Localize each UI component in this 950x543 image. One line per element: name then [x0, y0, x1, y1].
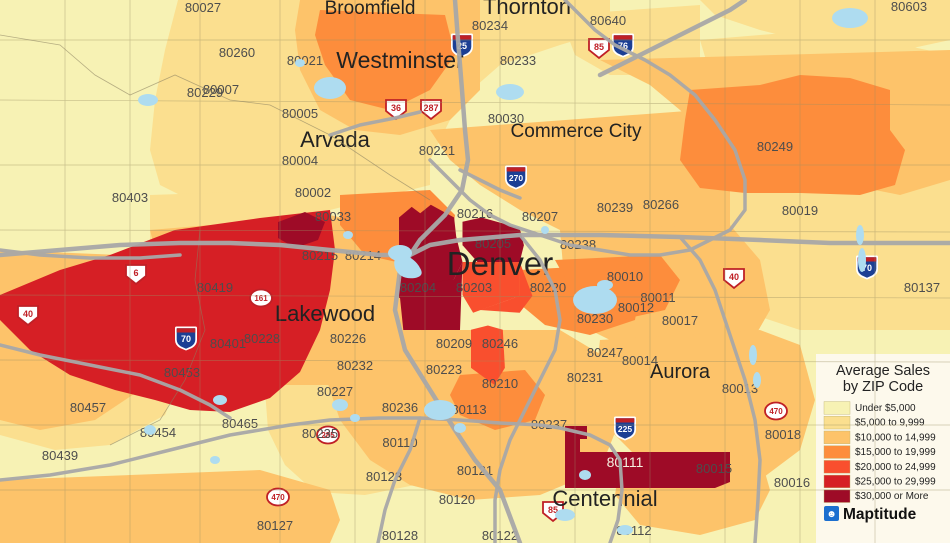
svg-text:$20,000 to 24,999: $20,000 to 24,999: [855, 462, 936, 473]
svg-text:270: 270: [509, 173, 523, 183]
svg-text:470: 470: [271, 493, 285, 502]
svg-text:Broomfield: Broomfield: [325, 0, 416, 19]
svg-text:80640: 80640: [590, 13, 626, 28]
svg-text:80419: 80419: [197, 280, 233, 295]
svg-text:80128: 80128: [382, 528, 418, 543]
svg-text:Westminster: Westminster: [336, 47, 464, 73]
svg-text:80030: 80030: [488, 111, 524, 126]
svg-text:80209: 80209: [436, 336, 472, 351]
svg-text:$5,000 to 9,999: $5,000 to 9,999: [855, 418, 925, 429]
svg-text:80137: 80137: [904, 280, 940, 295]
svg-text:80016: 80016: [774, 475, 810, 490]
svg-text:80226: 80226: [330, 331, 366, 346]
svg-text:80401: 80401: [210, 336, 246, 351]
svg-text:80223: 80223: [426, 362, 462, 377]
svg-text:80266: 80266: [643, 197, 679, 212]
svg-text:80439: 80439: [42, 448, 78, 463]
svg-text:80453: 80453: [164, 365, 200, 380]
svg-text:Aurora: Aurora: [650, 361, 711, 383]
svg-text:40: 40: [729, 272, 739, 282]
svg-text:Average Sales: Average Sales: [836, 363, 930, 379]
svg-text:161: 161: [254, 294, 268, 303]
svg-text:80021: 80021: [287, 53, 323, 68]
svg-text:Commerce City: Commerce City: [511, 121, 642, 142]
svg-text:by ZIP Code: by ZIP Code: [843, 379, 923, 395]
svg-text:80002: 80002: [295, 185, 331, 200]
svg-text:85: 85: [594, 42, 604, 52]
svg-text:40: 40: [23, 309, 33, 319]
svg-text:80231: 80231: [567, 370, 603, 385]
svg-text:80233: 80233: [500, 53, 536, 68]
svg-text:80010: 80010: [607, 269, 643, 284]
svg-text:80012: 80012: [618, 300, 654, 315]
svg-text:80113: 80113: [451, 402, 486, 417]
svg-text:80260: 80260: [219, 45, 255, 60]
svg-text:6: 6: [133, 268, 138, 278]
svg-text:Under $5,000: Under $5,000: [855, 403, 916, 414]
svg-text:80229: 80229: [187, 85, 223, 100]
svg-text:80111: 80111: [607, 454, 644, 470]
svg-text:80234: 80234: [472, 18, 508, 33]
svg-text:287: 287: [423, 103, 438, 113]
svg-text:70: 70: [181, 334, 191, 344]
svg-text:80033: 80033: [315, 209, 351, 224]
svg-text:80120: 80120: [439, 492, 475, 507]
svg-text:80127: 80127: [257, 518, 293, 533]
svg-text:80228: 80228: [244, 331, 280, 346]
svg-text:470: 470: [769, 407, 783, 416]
svg-text:$10,000 to 14,999: $10,000 to 14,999: [855, 432, 936, 443]
svg-text:Thornton: Thornton: [483, 0, 571, 19]
svg-text:225: 225: [618, 424, 632, 434]
svg-text:80247: 80247: [587, 345, 623, 360]
svg-text:80457: 80457: [70, 400, 106, 415]
svg-text:80220: 80220: [530, 280, 566, 295]
svg-text:$25,000 to 29,999: $25,000 to 29,999: [855, 477, 936, 488]
svg-text:80004: 80004: [282, 153, 318, 168]
svg-text:80027: 80027: [185, 0, 221, 15]
svg-text:80017: 80017: [662, 313, 698, 328]
svg-text:80204: 80204: [400, 280, 436, 295]
svg-text:80236: 80236: [382, 400, 418, 415]
svg-text:Lakewood: Lakewood: [275, 301, 375, 326]
svg-text:80013: 80013: [722, 381, 758, 396]
svg-text:80249: 80249: [757, 139, 793, 154]
svg-text:80015: 80015: [696, 461, 732, 476]
svg-text:80207: 80207: [522, 209, 558, 224]
svg-text:80235: 80235: [302, 426, 338, 441]
svg-text:$15,000 to 19,999: $15,000 to 19,999: [855, 447, 936, 458]
svg-text:36: 36: [391, 103, 401, 113]
svg-text:$30,000 or More: $30,000 or More: [855, 491, 929, 502]
svg-text:80603: 80603: [891, 0, 927, 14]
svg-text:80239: 80239: [597, 200, 633, 215]
svg-text:80227: 80227: [317, 384, 353, 399]
svg-text:80221: 80221: [419, 143, 455, 158]
svg-text:80014: 80014: [622, 353, 658, 368]
svg-text:80018: 80018: [765, 427, 801, 442]
svg-text:Arvada: Arvada: [300, 127, 370, 152]
svg-text:80203: 80203: [456, 280, 492, 295]
svg-text:Maptitude: Maptitude: [843, 506, 917, 523]
svg-text:☻: ☻: [826, 509, 837, 520]
